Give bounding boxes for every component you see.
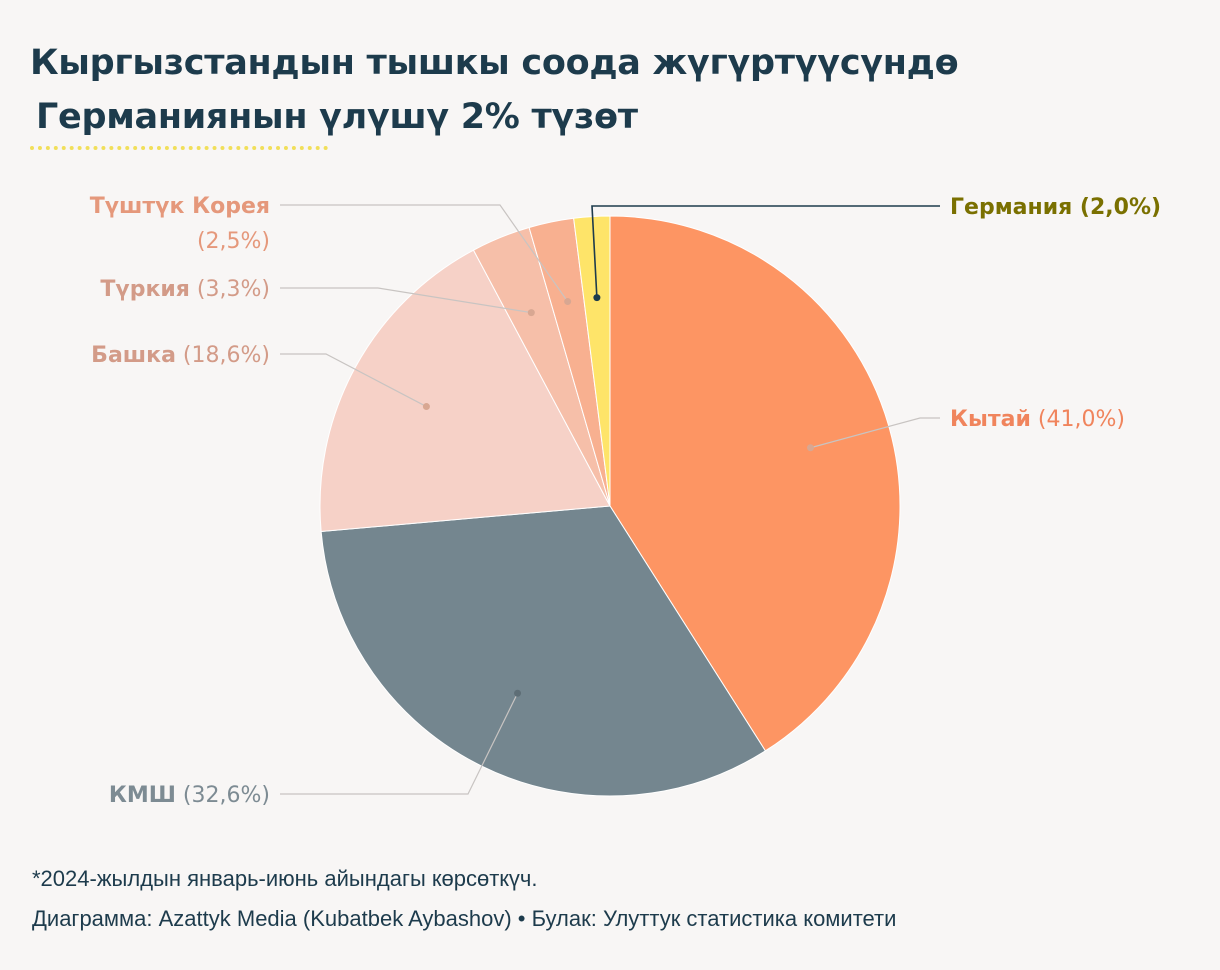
- slice-name-1: КМШ: [109, 783, 176, 808]
- slice-label-5: Германия (2,0%): [950, 195, 1161, 220]
- leader-line-5: [591, 205, 940, 298]
- leader-dot-2: [422, 403, 430, 411]
- leader-dot-3: [527, 309, 535, 317]
- slice-label-1: КМШ (32,6%): [109, 783, 270, 808]
- title-underline: [30, 146, 328, 150]
- title-line-1: Кыргызстандын тышкы соода жүгүртүүсүндө: [30, 43, 959, 83]
- leader-line-0: [810, 417, 940, 449]
- slice-name-2: Башка: [91, 343, 176, 368]
- leader-line-4: [280, 204, 569, 302]
- leader-dot-1: [514, 689, 522, 697]
- pie-slices: [319, 215, 901, 797]
- slice-name-4: Түштүк Корея: [90, 194, 270, 219]
- pie-chart: Кытай (41,0%) КМШ (32,6%) Башка (18,6%) Түр…: [90, 194, 1161, 808]
- slice-labels: Кытай (41,0%) КМШ (32,6%) Башка (18,6%) Түр…: [90, 194, 1161, 808]
- leader-dot-5: [593, 294, 601, 302]
- slice-pct-5: (2,0%): [1072, 195, 1161, 220]
- leader-dot-4: [564, 298, 572, 306]
- slice-label-4: Түштүк Корея (2,5%): [90, 194, 270, 254]
- slice-pct-2: (18,6%): [176, 343, 270, 368]
- leader-line-2: [280, 353, 427, 408]
- slice-label-0: Кытай (41,0%): [950, 407, 1125, 432]
- slice-name-3: Түркия: [100, 277, 190, 302]
- source-credit: Диаграмма: Azattyk Media (Kubatbek Aybas…: [32, 906, 897, 931]
- leader-dot-0: [807, 444, 815, 452]
- footnote: *2024-жылдын январь-июнь айындагы көрсөт…: [32, 866, 538, 891]
- pie-slice-0: [609, 215, 901, 752]
- slice-pct-1: (32,6%): [176, 783, 270, 808]
- slice-name-5: Германия: [950, 195, 1072, 220]
- slice-pct-4: (2,5%): [197, 229, 270, 254]
- pie-slice-2: [319, 249, 611, 533]
- slice-pct-3: (3,3%): [190, 277, 270, 302]
- title-line-2: Германиянын үлүшү 2% түзөт: [36, 97, 638, 137]
- chart-title: Кыргызстандын тышкы соода жүгүртүүсүндө …: [30, 36, 1130, 144]
- slice-pct-0: (41,0%): [1031, 407, 1125, 432]
- leader-line-3: [280, 287, 532, 314]
- slice-label-2: Башка (18,6%): [91, 343, 270, 368]
- slice-name-0: Кытай: [950, 407, 1031, 432]
- leader-line-1: [280, 692, 519, 795]
- leader-lines: [280, 204, 940, 795]
- slice-label-3: Түркия (3,3%): [100, 277, 270, 302]
